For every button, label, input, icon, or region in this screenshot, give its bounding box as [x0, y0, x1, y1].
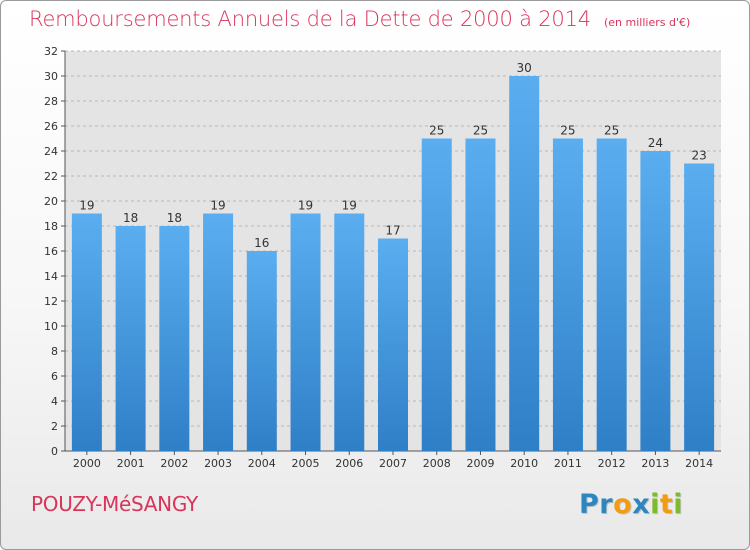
bar-2005 [290, 213, 321, 451]
bar-2010 [509, 76, 540, 451]
bar-2003 [203, 213, 234, 451]
data-label-2003: 19 [210, 199, 225, 213]
data-label-2001: 18 [123, 211, 138, 225]
bar-2013 [640, 151, 671, 451]
x-tick-label-2007: 2007 [379, 457, 407, 470]
x-tick-label-2010: 2010 [510, 457, 538, 470]
bar-2009 [465, 138, 496, 451]
y-tick-label: 22 [44, 170, 58, 183]
y-tick-label: 20 [44, 195, 58, 208]
logo-letter-3: x [632, 489, 651, 520]
place-name: POUZY-MéSANGY [31, 492, 198, 516]
y-tick-label: 30 [44, 70, 58, 83]
chart-title-block: Remboursements Annuels de la Dette de 20… [29, 7, 690, 31]
data-label-2005: 19 [298, 199, 313, 213]
bar-2014 [684, 163, 715, 451]
y-tick-label: 28 [44, 95, 58, 108]
x-tick-label-2002: 2002 [160, 457, 188, 470]
y-tick-label: 8 [51, 345, 58, 358]
data-label-2007: 17 [385, 224, 400, 238]
data-label-2004: 16 [254, 236, 269, 250]
x-tick-label-2013: 2013 [641, 457, 669, 470]
x-tick-label-2014: 2014 [685, 457, 713, 470]
y-tick-label: 10 [44, 320, 58, 333]
data-label-2008: 25 [429, 124, 444, 138]
x-tick-label-2000: 2000 [73, 457, 101, 470]
x-tick-label-2006: 2006 [335, 457, 363, 470]
y-tick-label: 32 [44, 45, 58, 58]
data-label-2006: 19 [342, 199, 357, 213]
data-label-2012: 25 [604, 124, 619, 138]
y-tick-label: 4 [51, 395, 58, 408]
data-label-2011: 25 [560, 124, 575, 138]
data-label-2002: 18 [167, 211, 182, 225]
bar-2000 [71, 213, 102, 451]
logo-letter-6: i [673, 489, 684, 520]
logo-letter-2: o [613, 489, 633, 520]
x-tick-label-2009: 2009 [466, 457, 494, 470]
y-tick-label: 14 [44, 270, 58, 283]
data-label-2014: 23 [691, 149, 706, 163]
x-tick-label-2008: 2008 [423, 457, 451, 470]
bar-2011 [552, 138, 583, 451]
x-tick-label-2003: 2003 [204, 457, 232, 470]
logo-letter-5: t [659, 489, 674, 520]
bar-2012 [596, 138, 627, 451]
bar-2008 [421, 138, 452, 451]
y-tick-label: 0 [51, 445, 58, 458]
data-label-2010: 30 [517, 61, 532, 75]
bar-2002 [159, 226, 190, 451]
y-tick-label: 18 [44, 220, 58, 233]
y-tick-label: 12 [44, 295, 58, 308]
x-tick-label-2004: 2004 [248, 457, 276, 470]
x-tick-label-2001: 2001 [117, 457, 145, 470]
y-tick-label: 16 [44, 245, 58, 258]
chart-unit: (en milliers d'€) [604, 16, 691, 29]
data-label-2013: 24 [648, 136, 663, 150]
y-tick-label: 6 [51, 370, 58, 383]
y-tick-label: 26 [44, 120, 58, 133]
proxiti-logo: Proxiti [579, 489, 683, 520]
y-tick-label: 2 [51, 420, 58, 433]
bar-2006 [334, 213, 365, 451]
logo-letter-4: i [650, 489, 660, 520]
logo-letter-1: r [599, 489, 614, 520]
data-label-2000: 19 [79, 199, 94, 213]
bar-2004 [246, 251, 277, 451]
data-label-2009: 25 [473, 124, 488, 138]
logo-letter-0: P [579, 489, 600, 520]
chart-title: Remboursements Annuels de la Dette de 20… [29, 7, 591, 31]
x-tick-label-2005: 2005 [292, 457, 320, 470]
x-tick-label-2012: 2012 [598, 457, 626, 470]
x-tick-label-2011: 2011 [554, 457, 582, 470]
bar-2001 [115, 226, 146, 451]
bar-2007 [378, 238, 408, 451]
y-tick-label: 24 [44, 145, 58, 158]
